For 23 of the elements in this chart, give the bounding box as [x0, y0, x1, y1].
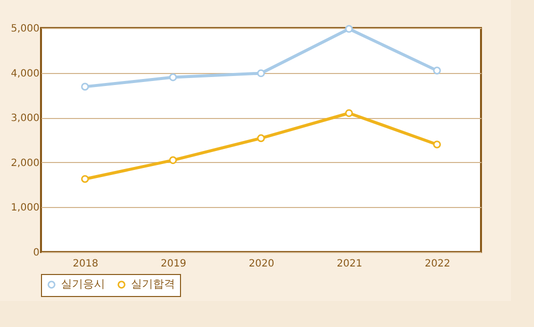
point — [81, 175, 89, 183]
x-tick-label: 2018 — [72, 258, 98, 270]
point — [433, 66, 441, 74]
point — [81, 82, 89, 91]
y-tick-label: 2,000 — [10, 158, 40, 169]
legend-label: 실기합격 — [131, 278, 175, 291]
x-tick-label: 2020 — [248, 258, 274, 270]
point — [169, 73, 177, 82]
point — [345, 109, 353, 118]
x-tick-label: 2019 — [160, 258, 186, 270]
y-tick-label: 1,000 — [10, 202, 40, 214]
point — [169, 156, 177, 164]
point — [257, 69, 265, 78]
point — [257, 134, 265, 142]
y-tick-label: 3,000 — [10, 113, 40, 124]
y-tick-label: 4,000 — [10, 68, 40, 80]
x-tick-label: 2022 — [424, 258, 450, 270]
point — [433, 140, 441, 148]
point — [345, 24, 353, 33]
y-tick-label: 5,000 — [10, 24, 40, 34]
y-tick-label: 0 — [33, 248, 40, 258]
legend-label: 실기응시 — [61, 278, 105, 291]
x-tick-label: 2021 — [336, 258, 362, 270]
